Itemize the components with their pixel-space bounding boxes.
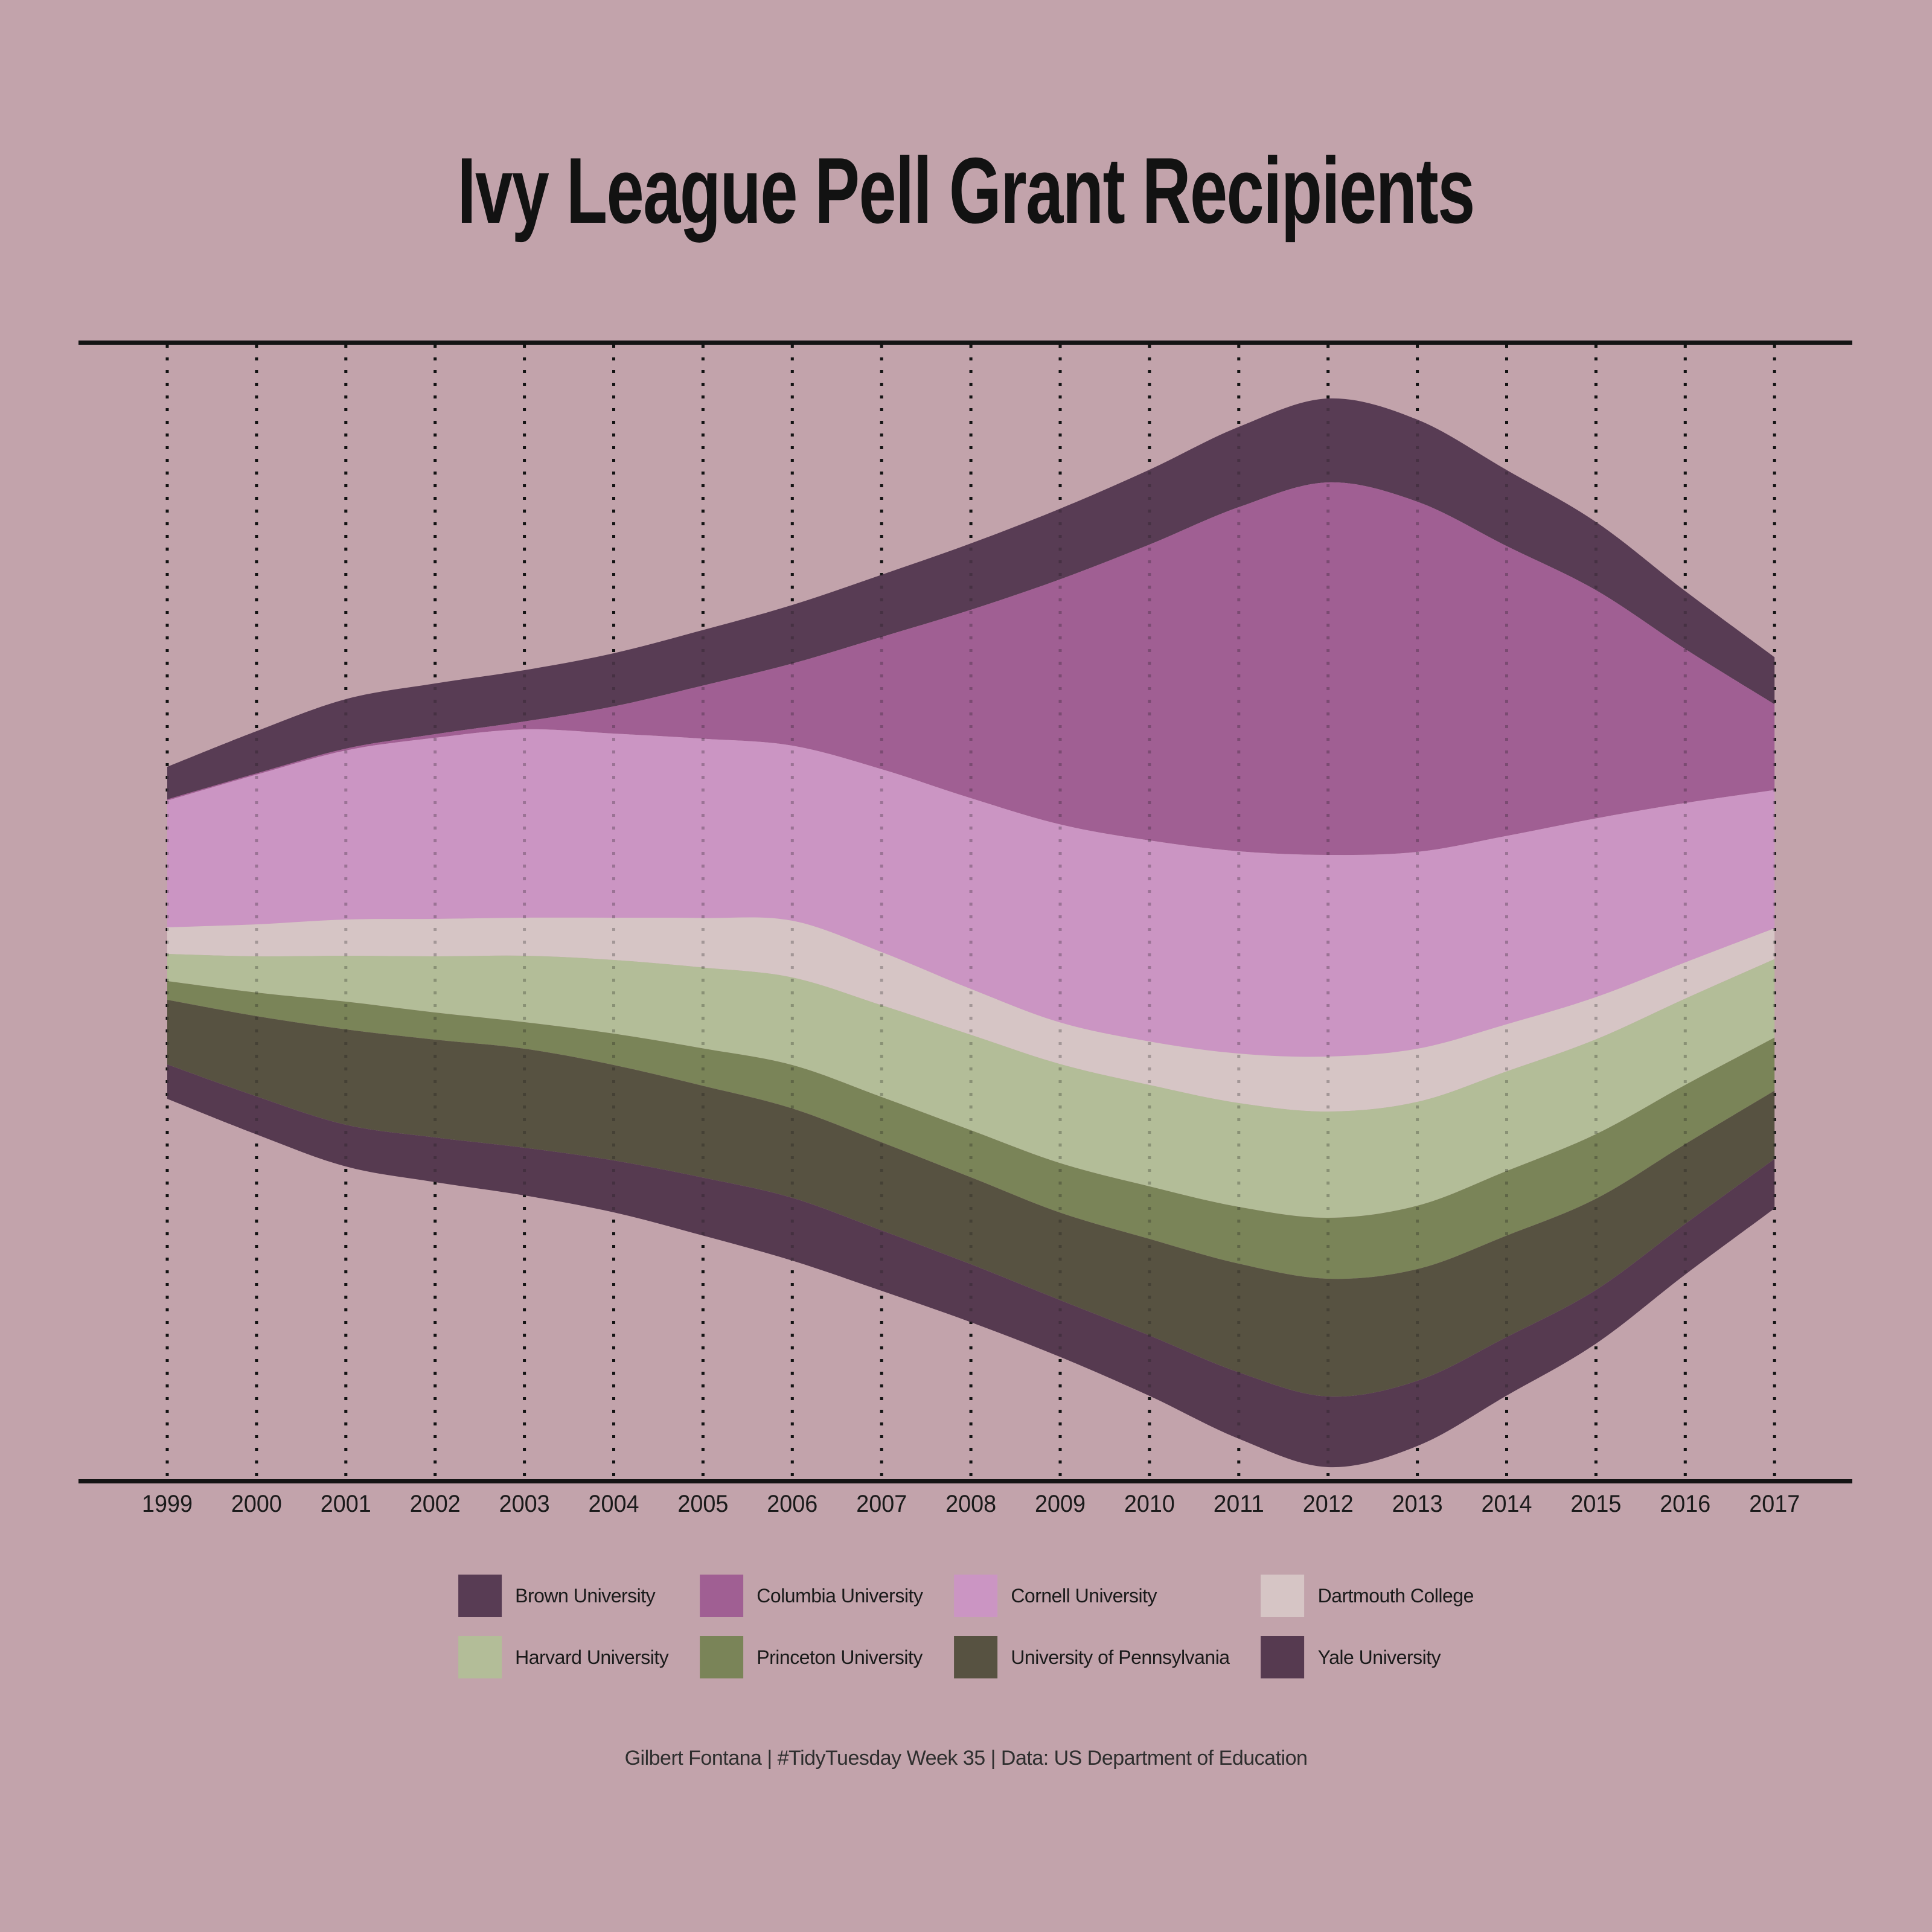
- legend-swatch-cornell-university: [954, 1575, 998, 1617]
- stream-band-cornell-university: [167, 729, 1775, 1057]
- legend-label: Cornell University: [1011, 1584, 1157, 1607]
- x-tick-label: 2003: [499, 1491, 550, 1517]
- legend-swatch-columbia-university: [700, 1575, 744, 1617]
- x-tick-label: 2006: [767, 1491, 817, 1517]
- stream-band-princeton-university: [167, 981, 1775, 1279]
- stream-band-university-of-pennsylvania: [167, 1000, 1775, 1397]
- plot-top-border: [78, 341, 1852, 345]
- legend-label: Harvard University: [515, 1646, 669, 1668]
- legend-label: Brown University: [515, 1584, 656, 1607]
- chart-legend: Brown University Columbia University Corne…: [458, 1575, 1474, 1678]
- x-axis-line: [78, 1479, 1852, 1483]
- chart-caption: Gilbert Fontana | #TidyTuesday Week 35 |…: [624, 1747, 1308, 1770]
- legend-item-brown-university: Brown University: [458, 1575, 668, 1617]
- legend-label: Yale University: [1317, 1646, 1441, 1668]
- legend-item-columbia-university: Columbia University: [700, 1575, 923, 1617]
- x-tick-label: 2016: [1660, 1491, 1710, 1517]
- chart-title: Ivy League Pell Grant Recipients: [457, 138, 1476, 243]
- stream-band-dartmouth-college: [167, 917, 1775, 1112]
- legend-item-university-of-pennsylvania: University of Pennsylvania: [954, 1636, 1230, 1678]
- stream-band-yale-university: [167, 1064, 1775, 1468]
- legend-label: Columbia University: [756, 1584, 923, 1607]
- x-tick-label: 2008: [945, 1491, 996, 1517]
- stream-band-harvard-university: [167, 954, 1775, 1218]
- x-tick-label: 2015: [1570, 1491, 1621, 1517]
- x-tick-label: 2004: [589, 1491, 639, 1517]
- x-tick-label: 2011: [1214, 1491, 1264, 1517]
- stream-band-brown-university: [167, 398, 1775, 799]
- x-tick-label: 2013: [1392, 1491, 1443, 1517]
- x-tick-label: 2017: [1749, 1491, 1800, 1517]
- x-tick-label: 2001: [321, 1491, 371, 1517]
- legend-item-princeton-university: Princeton University: [700, 1636, 923, 1678]
- x-tick-label: 2000: [231, 1491, 282, 1517]
- legend-item-harvard-university: Harvard University: [458, 1636, 669, 1678]
- legend-swatch-brown-university: [458, 1575, 502, 1617]
- legend-swatch-princeton-university: [700, 1636, 744, 1678]
- x-tick-label: 2002: [410, 1491, 461, 1517]
- legend-swatch-yale-university: [1261, 1636, 1305, 1678]
- x-tick-label: 2014: [1482, 1491, 1532, 1517]
- legend-item-dartmouth-college: Dartmouth College: [1261, 1575, 1474, 1617]
- x-tick-label: 2012: [1303, 1491, 1354, 1517]
- legend-swatch-university-of-pennsylvania: [954, 1636, 998, 1678]
- page-title: Ivy League Pell Grant Recipients: [0, 144, 1932, 237]
- x-tick-label: 2009: [1035, 1491, 1086, 1517]
- legend-label: University of Pennsylvania: [1011, 1646, 1230, 1668]
- x-tick-label: 2010: [1124, 1491, 1175, 1517]
- legend-swatch-dartmouth-college: [1261, 1575, 1305, 1617]
- legend-swatch-harvard-university: [458, 1636, 502, 1678]
- x-tick-label: 1999: [142, 1491, 193, 1517]
- legend-item-cornell-university: Cornell University: [954, 1575, 1229, 1617]
- legend-label: Dartmouth College: [1317, 1584, 1474, 1607]
- legend-item-yale-university: Yale University: [1261, 1636, 1474, 1678]
- legend-label: Princeton University: [756, 1646, 923, 1668]
- stream-band-columbia-university: [167, 482, 1775, 856]
- x-tick-label: 2007: [856, 1491, 907, 1517]
- x-tick-label: 2005: [677, 1491, 728, 1517]
